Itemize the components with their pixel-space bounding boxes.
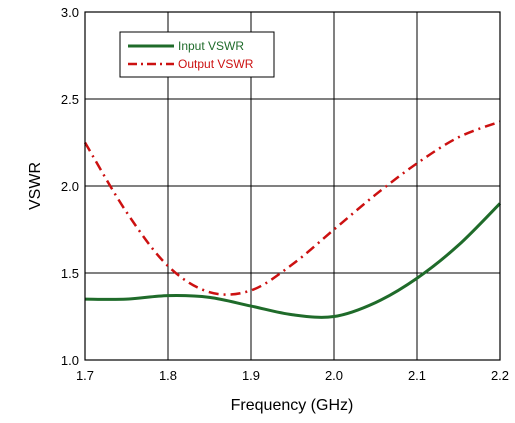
plot-frame bbox=[84, 11, 501, 361]
series-layer bbox=[83, 120, 502, 319]
x-tick-label: 2.0 bbox=[325, 368, 343, 383]
y-tick-label: 2.0 bbox=[61, 179, 79, 194]
legend-label-input: Input VSWR bbox=[178, 39, 244, 53]
legend-box bbox=[119, 31, 275, 78]
legend: Input VSWR Output VSWR bbox=[119, 31, 275, 78]
x-tick-label: 1.8 bbox=[159, 368, 177, 383]
x-tick-label: 2.1 bbox=[408, 368, 426, 383]
y-axis-title: VSWR bbox=[27, 162, 44, 210]
x-axis-title: Frequency (GHz) bbox=[231, 397, 354, 414]
y-tick-label: 1.5 bbox=[61, 266, 79, 281]
legend-label-output: Output VSWR bbox=[178, 57, 254, 71]
y-tick-label: 1.0 bbox=[61, 353, 79, 368]
x-tick-label: 2.2 bbox=[491, 368, 509, 383]
series-line-input-vswr bbox=[84, 202, 502, 319]
x-tick-label: 1.9 bbox=[242, 368, 260, 383]
series-line-output-vswr bbox=[83, 120, 501, 296]
x-tick-label: 1.7 bbox=[76, 368, 94, 383]
y-tick-label: 3.0 bbox=[61, 5, 79, 20]
tick-labels: 1.7 1.8 1.9 2.0 2.1 2.2 1.0 1.5 2.0 2.5 3.0 bbox=[61, 5, 509, 383]
y-tick-label: 2.5 bbox=[61, 92, 79, 107]
